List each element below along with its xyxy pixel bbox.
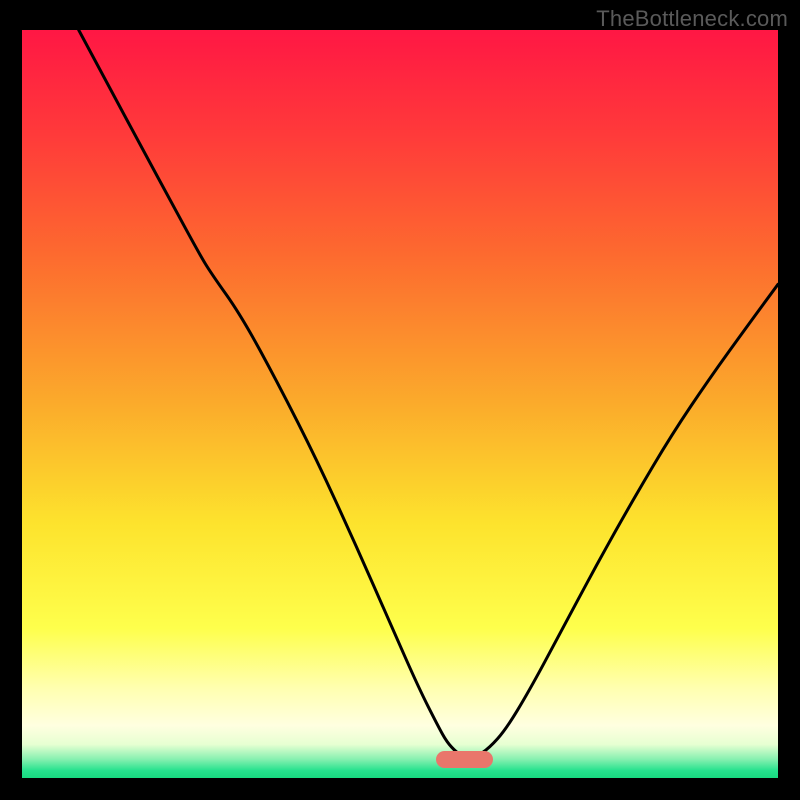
chart-canvas: TheBottleneck.com [0, 0, 800, 800]
attribution-text: TheBottleneck.com [596, 6, 788, 32]
plot-area [22, 30, 778, 778]
optimal-marker [436, 751, 493, 767]
bottleneck-curve [22, 30, 778, 778]
